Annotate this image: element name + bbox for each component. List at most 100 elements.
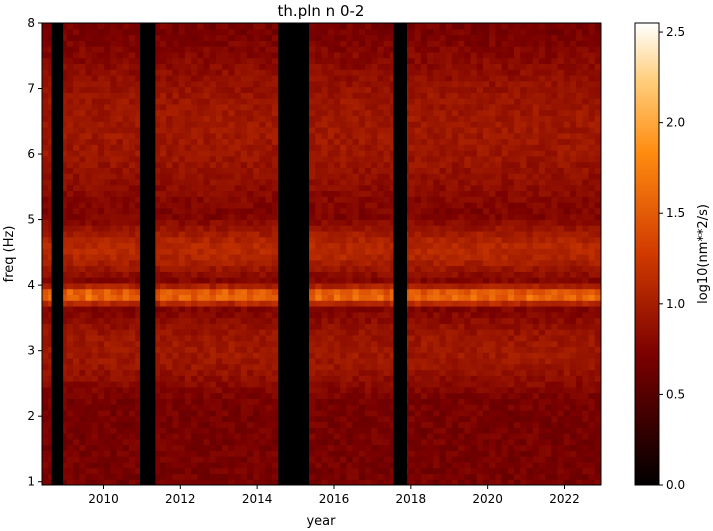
heatmap-cell <box>358 103 366 111</box>
heatmap-cell <box>408 352 416 359</box>
heatmap-cell <box>178 74 186 82</box>
heatmap-cell <box>389 178 397 186</box>
heatmap-cell <box>333 173 341 180</box>
heatmap-cell <box>73 259 80 267</box>
heatmap-cell <box>135 144 142 151</box>
heatmap-cell <box>371 57 378 65</box>
heatmap-cell <box>66 317 74 324</box>
heatmap-cell <box>333 398 341 405</box>
heatmap-cell <box>315 213 323 220</box>
heatmap-cell <box>42 207 49 215</box>
heatmap-cell <box>364 311 372 319</box>
heatmap-cell <box>172 265 180 272</box>
heatmap-cell <box>110 144 118 151</box>
heatmap-cell <box>271 69 279 76</box>
heatmap-cell <box>228 381 236 388</box>
heatmap-cell <box>184 357 192 365</box>
heatmap-cell <box>73 311 80 319</box>
heatmap-cell <box>389 369 397 376</box>
heatmap-cell <box>91 329 99 336</box>
heatmap-cell <box>240 242 248 249</box>
heatmap-cell <box>209 63 217 70</box>
heatmap-cell <box>91 248 99 255</box>
heatmap-cell <box>253 340 260 348</box>
heatmap-cell <box>42 305 49 313</box>
heatmap-cell <box>327 444 335 451</box>
heatmap-cell <box>122 282 130 290</box>
heatmap-cell <box>420 109 428 117</box>
heatmap-cell <box>122 479 130 485</box>
heatmap-cell <box>371 23 378 30</box>
heatmap-cell <box>327 363 335 371</box>
heatmap-cell <box>97 461 105 469</box>
heatmap-cell <box>408 34 416 41</box>
heatmap-cell <box>166 213 174 220</box>
heatmap-cell <box>222 92 229 99</box>
heatmap-cell <box>427 340 434 348</box>
heatmap-cell <box>166 190 174 197</box>
heatmap-cell <box>271 381 279 388</box>
heatmap-cell <box>364 69 372 76</box>
heatmap-cell <box>253 433 260 440</box>
heatmap-cell <box>389 265 397 272</box>
heatmap-cell <box>128 421 136 428</box>
heatmap-cell <box>116 242 124 249</box>
heatmap-cell <box>184 461 192 469</box>
heatmap-cell <box>110 404 118 411</box>
heatmap-cell <box>66 230 74 238</box>
heatmap-cell <box>420 415 428 423</box>
heatmap-cell <box>60 415 68 423</box>
heatmap-cell <box>383 126 391 134</box>
heatmap-cell <box>160 392 167 399</box>
heatmap-cell <box>178 57 186 65</box>
heatmap-cell <box>364 294 372 301</box>
heatmap-cell <box>209 92 217 99</box>
heatmap-cell <box>234 300 242 307</box>
heatmap-cell <box>340 23 347 30</box>
heatmap-cell <box>371 80 378 88</box>
heatmap-cell <box>253 150 260 157</box>
heatmap-cell <box>271 248 279 255</box>
heatmap-cell <box>408 173 416 180</box>
heatmap-cell <box>104 415 111 423</box>
heatmap-cell <box>371 173 378 180</box>
heatmap-cell <box>315 219 323 226</box>
heatmap-cell <box>371 409 378 417</box>
heatmap-cell <box>122 173 130 180</box>
heatmap-cell <box>240 57 248 65</box>
heatmap-cell <box>246 421 254 428</box>
heatmap-cell <box>414 392 422 399</box>
heatmap-cell <box>240 357 248 365</box>
heatmap-cell <box>321 352 329 359</box>
heatmap-cell <box>153 242 161 249</box>
heatmap-cell <box>253 196 260 203</box>
heatmap-cell <box>389 155 397 163</box>
heatmap-cell <box>66 190 74 197</box>
heatmap-cell <box>315 173 323 180</box>
heatmap-cell <box>427 467 434 475</box>
heatmap-cell <box>184 80 192 88</box>
heatmap-cell <box>259 225 267 232</box>
heatmap-cell <box>228 155 236 163</box>
heatmap-cell <box>73 254 80 261</box>
heatmap-cell <box>315 479 323 485</box>
heatmap-cell <box>309 80 316 88</box>
heatmap-cell <box>414 265 422 272</box>
heatmap-cell <box>122 184 130 192</box>
heatmap-cell <box>42 277 49 284</box>
heatmap-cell <box>240 150 248 157</box>
heatmap-cell <box>389 461 397 469</box>
heatmap-cell <box>60 28 68 36</box>
heatmap-cell <box>333 479 341 485</box>
heatmap-cell <box>346 213 354 220</box>
heatmap-cell <box>104 80 111 88</box>
heatmap-cell <box>315 392 323 399</box>
heatmap-cell <box>383 34 391 41</box>
heatmap-cell <box>73 109 80 117</box>
heatmap-cell <box>42 150 49 157</box>
heatmap-cell <box>166 311 174 319</box>
heatmap-cell <box>389 190 397 197</box>
heatmap-cell <box>327 155 335 163</box>
heatmap-cell <box>160 196 167 203</box>
heatmap-cell <box>178 144 186 151</box>
